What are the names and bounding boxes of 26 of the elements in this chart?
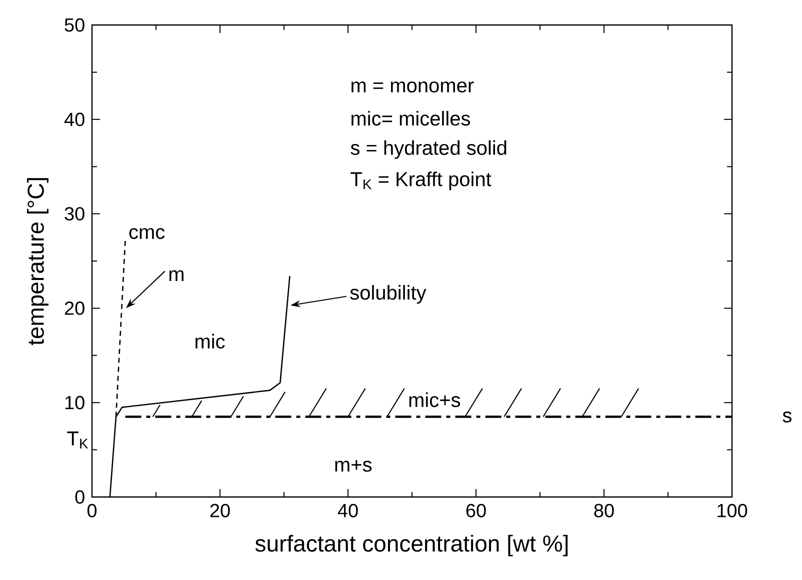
annotation: m (169, 270, 184, 281)
text: T$_{K}$ (67, 432, 88, 448)
y-tick-label: 40 (64, 112, 84, 126)
y-tick-label: 30 (64, 207, 84, 221)
y-tick-label: 10 (65, 396, 84, 410)
annotation: mic= micelles (352, 110, 470, 126)
y-axis-title: temperature [°C] (27, 178, 48, 346)
x-tick-label: 60 (466, 504, 486, 518)
x-tick-label: 80 (594, 504, 614, 518)
x-axis-title: surfactant concentration [wt %] (255, 534, 568, 556)
x-tick-label: 40 (338, 504, 358, 518)
x-tick-label: 100 (718, 504, 748, 518)
x-tick-label: 0 (87, 504, 97, 518)
annotation: m = monomer (352, 82, 474, 92)
y-tick-label: 20 (64, 301, 84, 315)
text: s (782, 412, 792, 422)
annotation: m+s (335, 460, 372, 472)
annotation: cmc (129, 228, 165, 240)
annotation: T$_{K}$ = Krafft point (350, 172, 492, 190)
annotation: solubility (350, 285, 426, 304)
y-tick-label: 0 (75, 490, 84, 504)
x-tick-label: 20 (210, 504, 230, 518)
annotation: s = hydrated solid (350, 140, 506, 159)
y-tick-label: 50 (64, 18, 84, 32)
annotation: mic+s (409, 392, 460, 408)
annotation: mic (196, 334, 225, 349)
